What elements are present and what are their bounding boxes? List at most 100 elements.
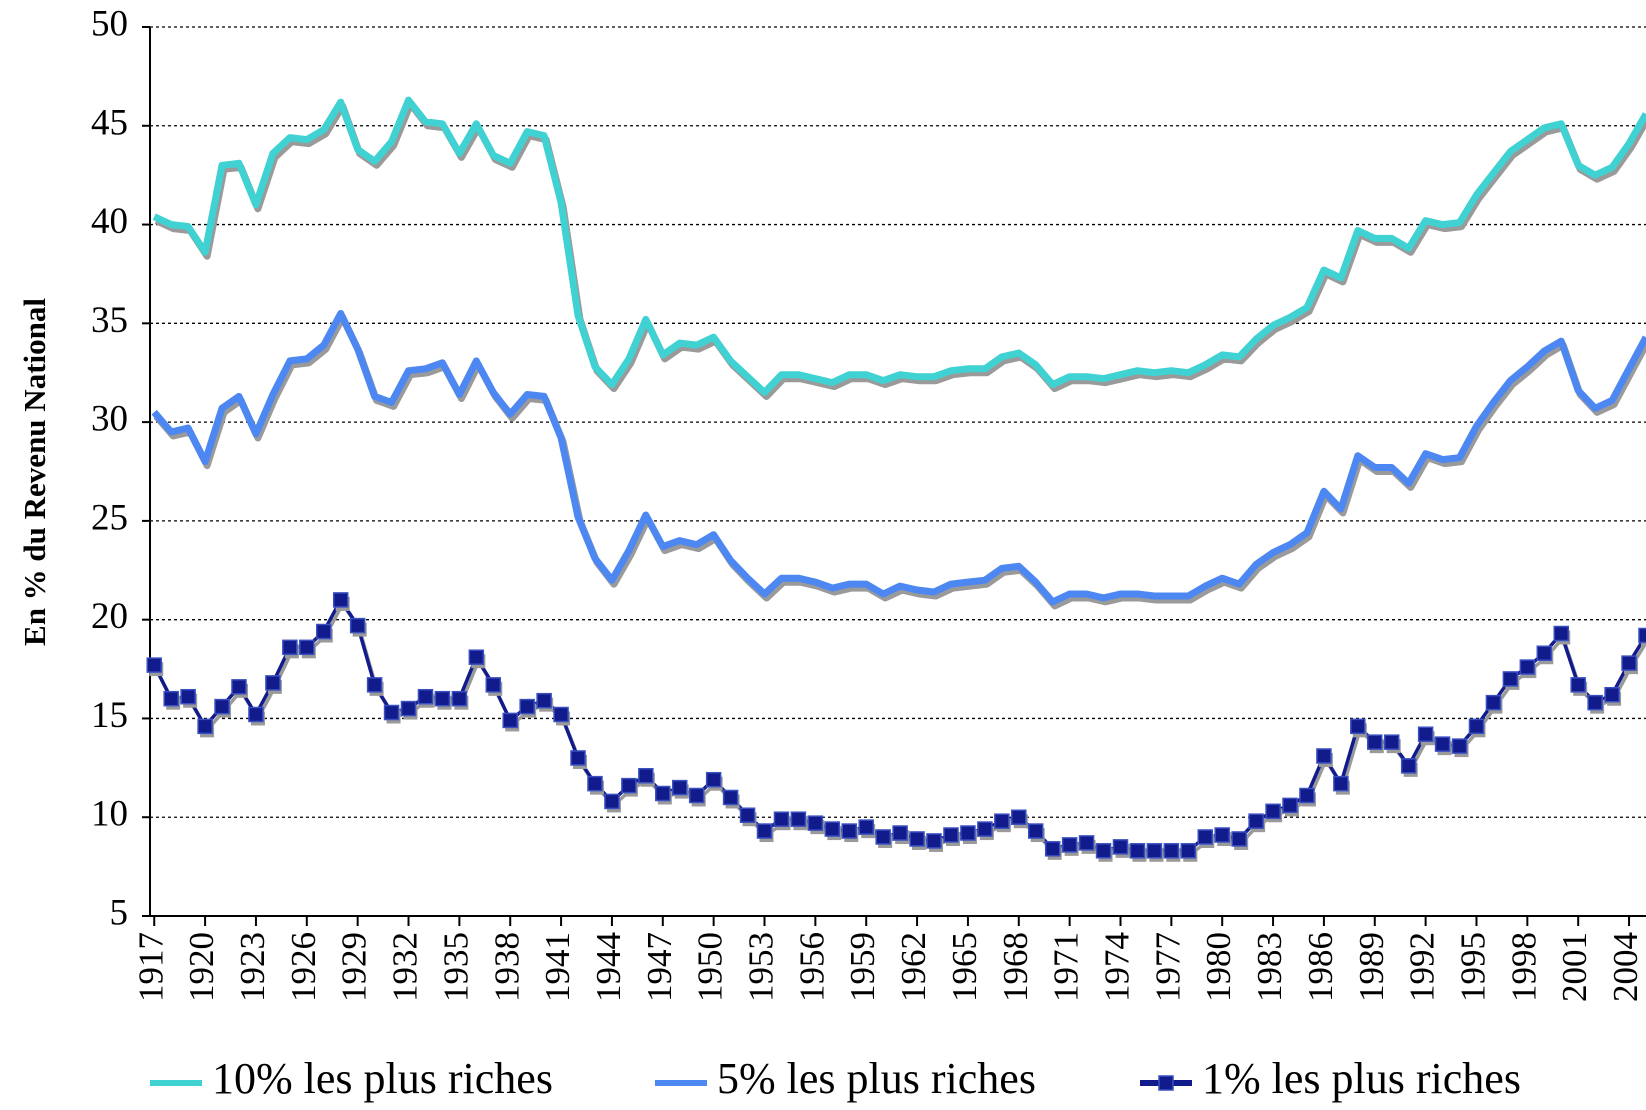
y-tick-label: 35 — [91, 300, 128, 341]
x-tick-label: 1977 — [1148, 932, 1187, 1002]
marker — [909, 831, 925, 847]
x-tick-label: 1935 — [436, 932, 475, 1002]
x-tick-label: 2001 — [1555, 932, 1594, 1002]
marker — [1078, 835, 1095, 851]
marker — [790, 811, 807, 827]
marker — [943, 827, 959, 843]
line-shadow — [154, 100, 1646, 400]
marker — [926, 833, 942, 849]
y-tick-label: 25 — [91, 497, 128, 538]
marker — [638, 767, 654, 784]
marker — [502, 712, 518, 729]
marker — [1536, 645, 1553, 662]
marker — [570, 750, 586, 766]
marker — [1214, 827, 1230, 843]
x-tick-label: 1965 — [945, 932, 984, 1002]
marker — [875, 829, 891, 845]
x-tick-label: 1995 — [1454, 932, 1493, 1002]
marker — [1451, 738, 1468, 754]
marker — [366, 677, 383, 693]
marker — [468, 649, 485, 665]
marker — [1180, 843, 1197, 859]
x-tick-label: 1968 — [996, 932, 1035, 1002]
x-tick-label: 1950 — [691, 932, 730, 1002]
x-tick-label: 1980 — [1199, 932, 1238, 1002]
marker — [1383, 734, 1400, 750]
x-tick-label: 1947 — [640, 932, 679, 1002]
marker — [553, 706, 569, 723]
x-tick-label: 1989 — [1352, 932, 1391, 1002]
y-tick-label: 50 — [91, 3, 128, 44]
marker — [1129, 843, 1146, 859]
marker — [1282, 797, 1298, 814]
x-tick-label: 1923 — [233, 932, 272, 1002]
marker — [1163, 843, 1180, 859]
line — [152, 598, 1646, 853]
legend-label: 5% les plus riches — [717, 1054, 1036, 1103]
marker — [1231, 831, 1247, 847]
marker — [1316, 748, 1332, 764]
marker — [892, 825, 908, 841]
marker — [400, 700, 417, 717]
marker — [1570, 677, 1586, 693]
marker — [519, 698, 535, 715]
x-tick-label: 1926 — [284, 932, 323, 1002]
marker — [722, 789, 739, 806]
marker — [841, 823, 858, 839]
x-tick-label: 1920 — [182, 932, 221, 1002]
marker — [214, 698, 230, 715]
x-tick-label: 1959 — [843, 932, 882, 1002]
marker — [1638, 627, 1646, 644]
marker — [1621, 655, 1637, 671]
marker — [1265, 803, 1281, 820]
y-axis-label: En % du Revenu National — [17, 298, 52, 646]
marker — [1011, 809, 1027, 825]
marker — [163, 690, 179, 707]
marker — [1248, 813, 1264, 829]
marker — [1468, 718, 1485, 735]
marker — [146, 657, 162, 673]
marker — [688, 787, 705, 804]
x-tick-label: 1944 — [589, 932, 628, 1002]
y-tick-label: 45 — [91, 102, 128, 143]
x-tick-label: 1974 — [1098, 932, 1137, 1002]
marker — [1587, 694, 1603, 711]
x-tick-label: 1929 — [335, 932, 374, 1002]
marker — [332, 592, 349, 608]
marker — [265, 675, 281, 691]
legend-label: 1% les plus riches — [1202, 1054, 1521, 1103]
x-tick-label: 1941 — [538, 932, 577, 1002]
y-tick-label: 15 — [91, 695, 128, 736]
x-tick-label: 1953 — [742, 932, 781, 1002]
x-tick-label: 1998 — [1504, 932, 1543, 1002]
marker — [960, 825, 976, 841]
marker — [1299, 787, 1315, 804]
marker — [1502, 671, 1519, 687]
marker — [1027, 823, 1044, 839]
marker — [1417, 726, 1434, 742]
marker — [773, 811, 790, 827]
marker — [1146, 843, 1163, 859]
marker — [1350, 718, 1366, 735]
marker — [1400, 758, 1417, 774]
marker — [1519, 659, 1536, 675]
marker — [655, 785, 671, 802]
marker — [807, 815, 824, 831]
line — [152, 96, 1646, 396]
marker — [977, 821, 993, 837]
marker — [1112, 839, 1129, 855]
marker — [1553, 625, 1569, 642]
y-tick-label: 20 — [91, 596, 128, 637]
y-tick-label: 30 — [91, 399, 128, 440]
legend-marker — [1158, 1075, 1174, 1091]
x-tick-label: 2004 — [1606, 932, 1645, 1002]
marker — [858, 819, 874, 835]
x-tick-label: 1956 — [792, 932, 831, 1002]
marker — [316, 623, 332, 640]
marker — [1434, 736, 1451, 752]
marker — [197, 718, 213, 735]
legend-label: 10% les plus riches — [212, 1054, 553, 1103]
x-tick-label: 1938 — [487, 932, 526, 1002]
x-tick-label: 1962 — [894, 932, 933, 1002]
